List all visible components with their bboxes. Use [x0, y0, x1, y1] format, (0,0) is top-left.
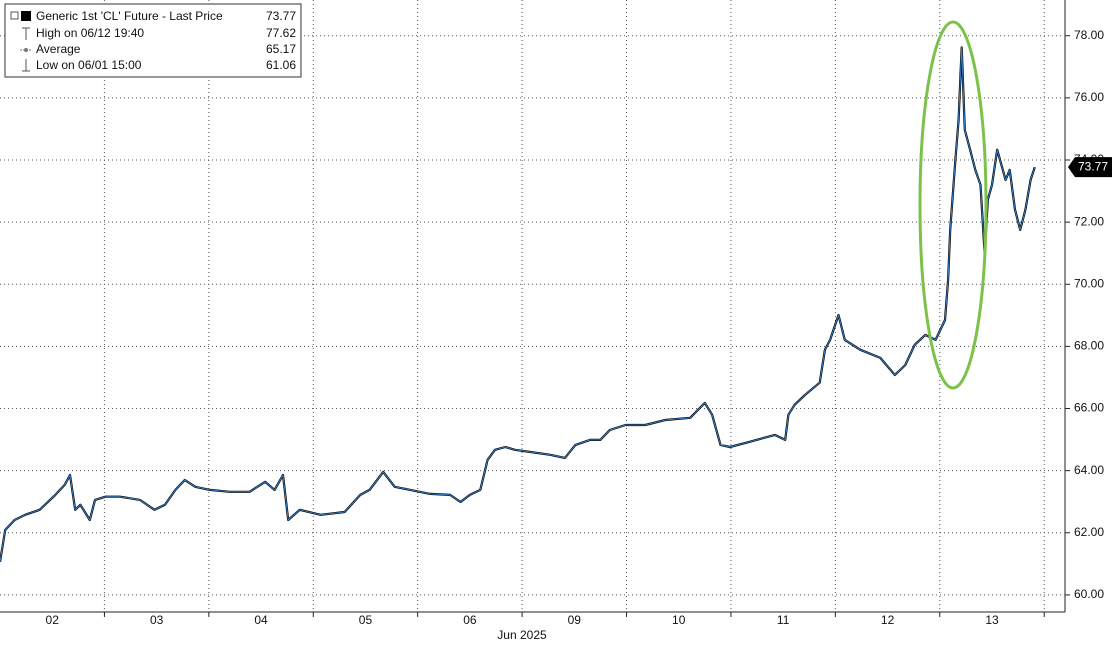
- y-tick-label: 68.00: [1074, 339, 1104, 353]
- y-tick-label: 66.00: [1074, 401, 1104, 415]
- x-tick-label: 05: [359, 613, 373, 627]
- highlight-ellipse: [918, 20, 988, 390]
- x-tick-label: 04: [254, 613, 268, 627]
- x-axis-label: Jun 2025: [497, 628, 547, 642]
- legend-box: [4, 3, 302, 78]
- x-tick-label: 11: [777, 613, 790, 627]
- legend-label: Average: [36, 42, 81, 56]
- last-price-tag: [1068, 157, 1112, 178]
- legend-label: Low on 06/01 15:00: [36, 58, 142, 72]
- y-tick-label: 78.00: [1074, 28, 1104, 42]
- legend-value: 77.62: [266, 26, 296, 40]
- x-tick-label: 10: [672, 613, 686, 627]
- legend-icon: [22, 59, 30, 72]
- legend: Generic 1st 'CL' Future - Last Price 73.…: [4, 3, 302, 78]
- legend-label: Generic 1st 'CL' Future - Last Price: [36, 9, 223, 23]
- y-tick-label: 76.00: [1074, 90, 1104, 104]
- x-tick-label: 12: [881, 613, 895, 627]
- plot: [0, 46, 1036, 563]
- y-tick-label: 62.00: [1074, 525, 1104, 539]
- x-tick-label: 06: [463, 613, 477, 627]
- y-tick-label: 70.00: [1074, 276, 1104, 290]
- legend-swatch: [21, 11, 31, 21]
- y-tick-label: 64.00: [1074, 463, 1104, 477]
- legend-value: 61.06: [266, 58, 296, 72]
- last-price-label: 73.77: [1078, 159, 1108, 173]
- legend-collapse: [10, 11, 19, 20]
- x-tick-label: 09: [568, 613, 582, 627]
- x-tick-label: 03: [150, 613, 164, 627]
- x-tick-label: 13: [985, 613, 999, 627]
- legend-icon: [24, 48, 28, 52]
- line: [0, 47, 1036, 563]
- x-tick-label: 02: [46, 613, 60, 627]
- legend-value: 65.17: [266, 42, 296, 56]
- y-tick-label: 60.00: [1074, 587, 1104, 601]
- legend-icon: [22, 27, 30, 40]
- y-tick-label: 72.00: [1074, 214, 1104, 228]
- legend-label: High on 06/12 19:40: [36, 26, 144, 40]
- legend-value: 73.77: [266, 9, 296, 23]
